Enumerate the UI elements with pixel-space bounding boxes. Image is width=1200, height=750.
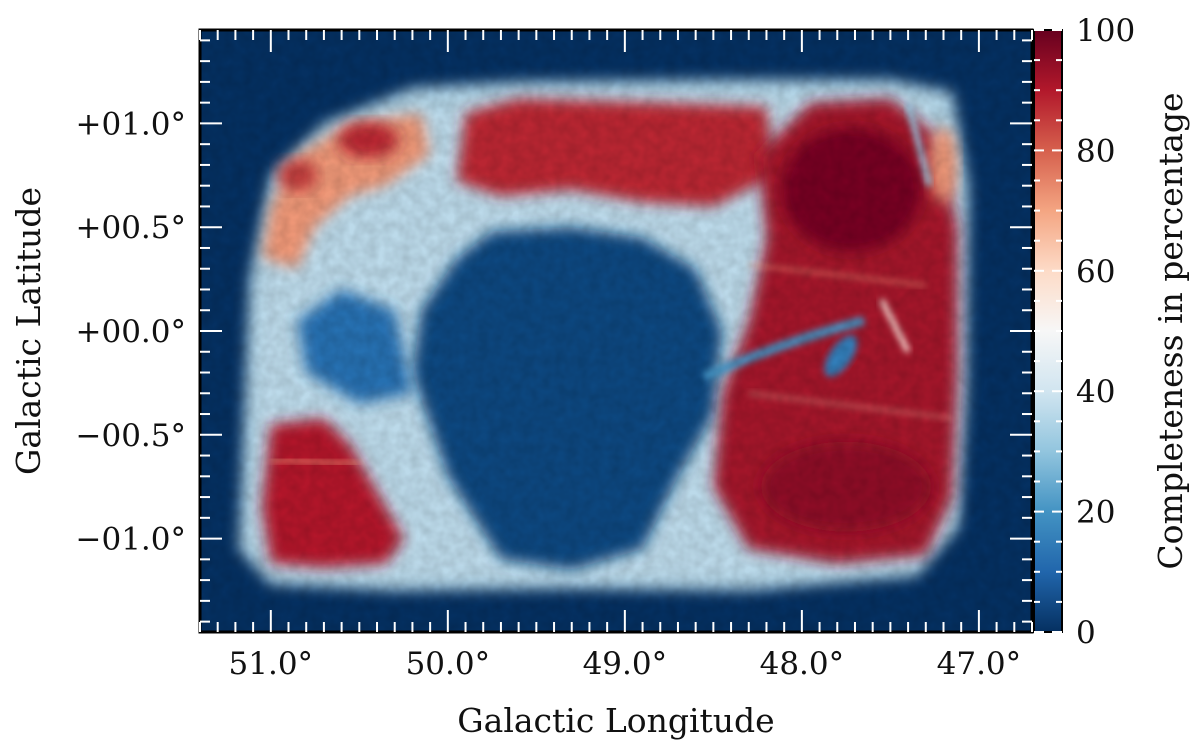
x-tick-label: 51.0° xyxy=(229,646,314,682)
x-tick-label: 47.0° xyxy=(937,646,1022,682)
colorbar-tick-label: 80 xyxy=(1076,133,1115,169)
colorbar-tick-label: 60 xyxy=(1076,254,1115,290)
colorbar-tick-label: 0 xyxy=(1076,615,1096,651)
y-axis-title: Galactic Latitude xyxy=(9,187,48,475)
x-axis: 51.0° 50.0° 49.0° 48.0° 47.0° Galactic Longi… xyxy=(229,646,1022,740)
plot-ticks xyxy=(199,30,1033,632)
colorbar-tick-label: 40 xyxy=(1076,374,1115,410)
colorbar-tick-label: 100 xyxy=(1076,13,1135,49)
colorbar-ticks: 0 20 40 60 80 100 xyxy=(1034,13,1135,651)
x-tick-label: 48.0° xyxy=(760,646,845,682)
x-tick-label: 49.0° xyxy=(583,646,668,682)
x-axis-title: Galactic Longitude xyxy=(457,701,774,740)
x-tick-labels: 51.0° 50.0° 49.0° 48.0° 47.0° xyxy=(229,646,1022,682)
y-tick-label: +00.5° xyxy=(76,210,187,246)
x-tick-label: 50.0° xyxy=(406,646,491,682)
heatmap-layer xyxy=(200,30,1032,632)
heatmap-texture xyxy=(200,30,1032,632)
y-tick-label: −01.0° xyxy=(76,522,187,558)
plot-area xyxy=(198,28,1034,634)
colorbar-label: Completeness in percentage xyxy=(1151,92,1190,569)
y-tick-label: +00.0° xyxy=(76,314,187,350)
y-axis: +01.0° +00.5° +00.0° −00.5° −01.0° Galactic … xyxy=(9,106,186,557)
colorbar-tick-label: 20 xyxy=(1076,495,1115,531)
y-tick-label: −00.5° xyxy=(76,418,187,454)
y-tick-label: +01.0° xyxy=(76,106,187,142)
colorbar: 0 20 40 60 80 100 Completeness in percentage xyxy=(1033,13,1190,651)
y-tick-labels: +01.0° +00.5° +00.0° −00.5° −01.0° xyxy=(76,106,187,557)
